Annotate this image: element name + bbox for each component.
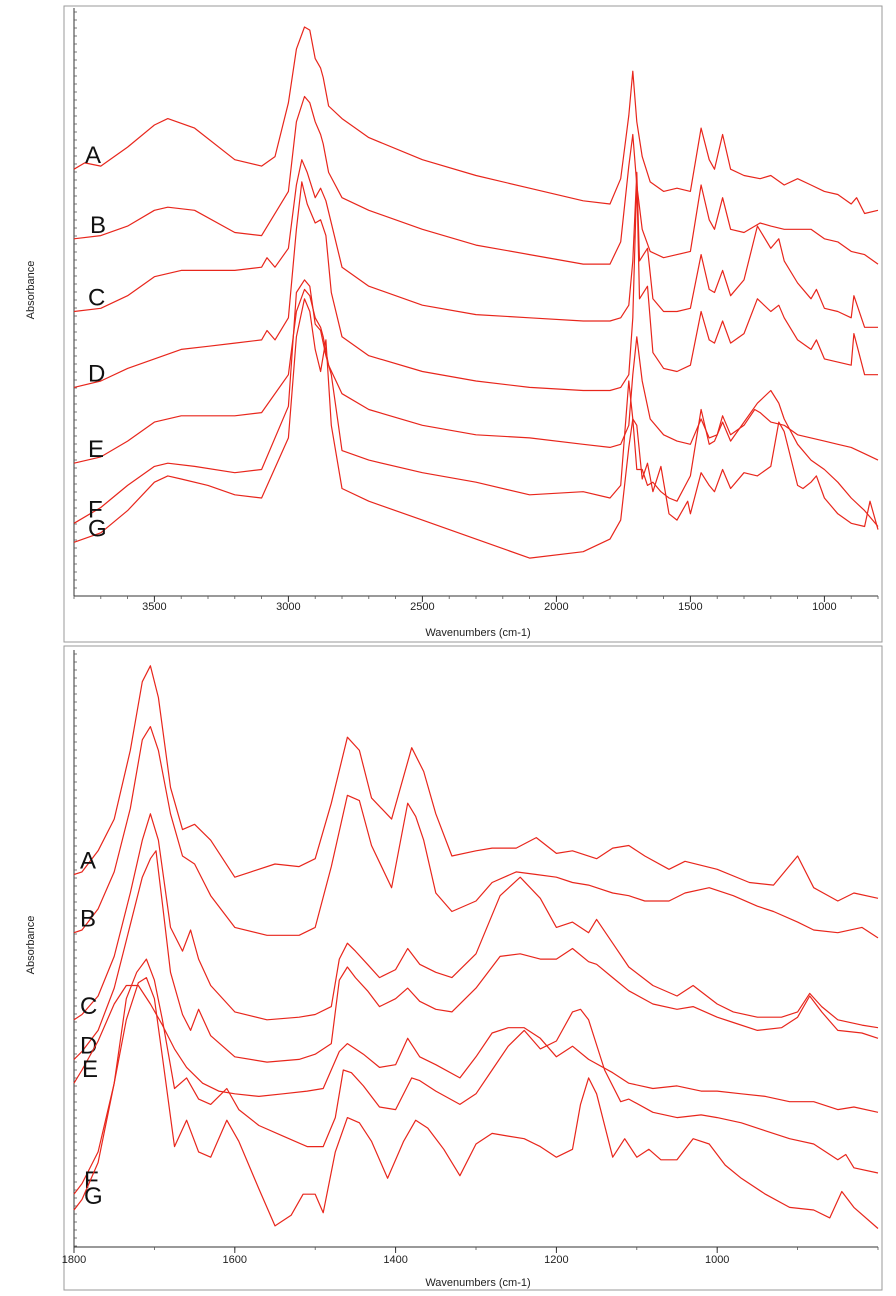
spectrum-line-b [73,95,879,265]
x-tick-label: 1200 [544,1254,568,1266]
series-label-a: A [85,142,101,169]
x-axis-title: Wavenumbers (cm-1) [425,1277,530,1289]
x-tick-label: 1600 [223,1254,247,1266]
panel-border [63,5,883,643]
x-axis-title: Wavenumbers (cm-1) [425,627,530,639]
spectrum-line-g [73,977,879,1229]
x-tick-label: 1500 [678,601,702,613]
panel-full-range: Absorbance Wavenumbers (cm-1) 3500 3000 25… [25,5,883,643]
y-axis-title: Absorbance [25,916,37,975]
panel-fingerprint-range: Absorbance Wavenumbers (cm-1) 1800 1600 14… [25,645,883,1291]
spectrum-line-b [73,726,879,939]
series-label-c: C [88,285,105,312]
x-tick-label: 1800 [62,1254,86,1266]
series-label-e: E [88,436,104,463]
x-tick-label: 1000 [812,601,836,613]
panel-border [63,645,883,1291]
spectrum-line-c [73,813,879,1029]
series-label-g: G [88,515,107,542]
x-tick-label: 1000 [705,1254,729,1266]
spectrum-line-e [73,984,879,1113]
series-label-c: C [80,993,97,1020]
x-tick-label: 2500 [410,601,434,613]
spectrum-line-f [73,279,879,527]
spectrum-line-e [73,288,879,464]
spectrum-line-d [73,178,878,392]
spectrum-line-g [73,298,879,559]
series-label-g: G [84,1183,103,1210]
series-label-e: E [82,1056,98,1083]
x-tick-label: 3000 [276,601,300,613]
plot-area: 3500 3000 2500 2000 1500 1000 A B C D E FG [73,8,879,613]
series-label-a: A [80,848,96,875]
spectrum-line-d [73,850,879,1063]
spectrum-line-f [73,958,879,1195]
spectrum-line-a [73,665,879,902]
series-label-b: B [90,212,106,239]
x-tick-label: 1400 [383,1254,407,1266]
series-label-d: D [80,1032,97,1059]
series-label-b: B [80,906,96,933]
series-label-f: F [88,496,103,523]
spectrum-line-c [73,159,878,328]
x-tick-label: 3500 [142,601,166,613]
spectrum-line-a [73,26,879,215]
x-tick-label: 2000 [544,601,568,613]
y-axis-title: Absorbance [25,261,37,320]
series-label-d: D [88,360,105,387]
